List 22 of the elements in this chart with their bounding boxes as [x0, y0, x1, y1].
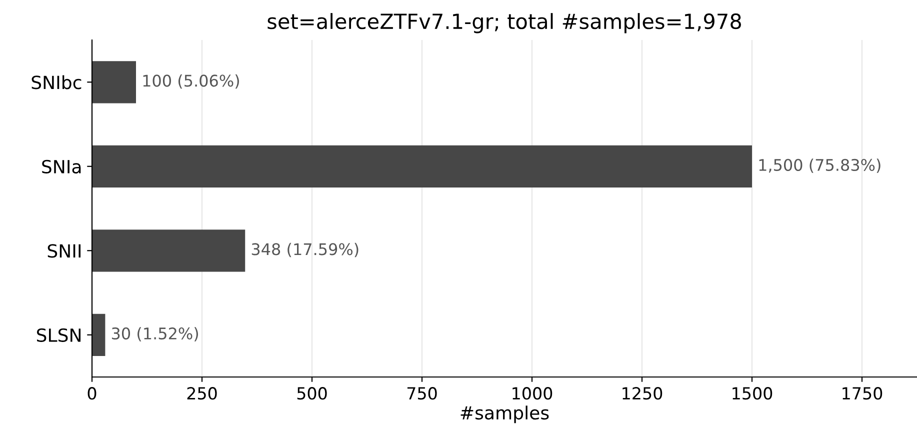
y-tick-label: SLSN: [36, 328, 80, 342]
x-tick-label: 250: [187, 387, 217, 400]
bar: [92, 61, 136, 104]
x-tick-label: 0: [88, 387, 96, 400]
data-label: 30 (1.52%): [112, 327, 198, 342]
x-axis-title: #samples: [460, 406, 549, 424]
x-tick-label: 500: [297, 387, 327, 400]
x-tick-label: 1750: [842, 387, 882, 400]
y-tick-label: SNIbc: [32, 75, 82, 90]
data-label: 100 (5.06%): [143, 74, 239, 89]
x-tick-label: 1250: [622, 387, 662, 400]
y-tick-label: SNII: [48, 244, 80, 258]
chart-title: set=alerceZTFv7.1-gr; total #samples=1,978: [268, 13, 741, 34]
x-tick-label: 1500: [732, 387, 772, 400]
x-tick-label: 750: [407, 387, 437, 400]
x-tick-label: 1000: [512, 387, 552, 400]
y-tick-label: SNIa: [42, 160, 81, 174]
bar: [92, 230, 246, 272]
data-label: 1,500 (75.83%): [759, 158, 880, 173]
data-label: 348 (17.59%): [252, 242, 358, 258]
bar: [92, 145, 752, 188]
bar: [92, 314, 106, 356]
